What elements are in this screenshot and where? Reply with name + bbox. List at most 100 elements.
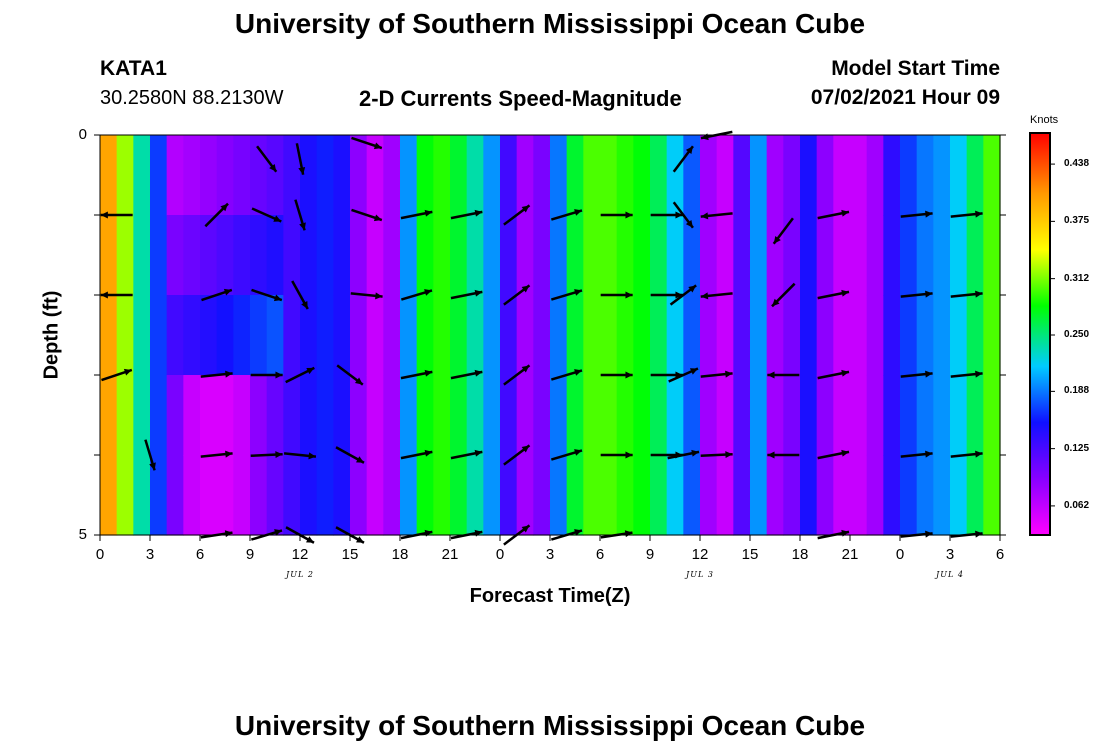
heatmap-cell	[783, 295, 801, 376]
heatmap-cell	[616, 295, 634, 376]
heatmap-cell	[283, 295, 301, 376]
heatmap-cell	[866, 215, 884, 296]
heatmap-cell	[350, 135, 368, 216]
x-tick-label: 3	[145, 546, 155, 563]
heatmap-cell	[950, 455, 968, 536]
heatmap-cell	[800, 375, 818, 456]
heatmap-cell	[883, 295, 901, 376]
heatmap-cell	[550, 375, 568, 456]
velocity-arrow	[285, 366, 315, 384]
heatmap-cell	[566, 215, 584, 296]
heatmap-cell	[250, 375, 268, 456]
velocity-arrow	[817, 449, 850, 460]
heatmap-cell	[533, 215, 551, 296]
heatmap-cell	[450, 135, 468, 216]
heatmap-cell	[683, 455, 701, 536]
y-tick-label: 0	[78, 126, 87, 143]
x-axis-label: Forecast Time(Z)	[469, 585, 631, 607]
heatmap-cell	[833, 455, 851, 536]
heatmap-cell	[633, 295, 651, 376]
velocity-arrow	[100, 211, 133, 219]
axis-ticks	[94, 134, 1055, 541]
heatmap-cell	[266, 455, 284, 536]
heatmap-cell	[416, 455, 434, 536]
heatmap-cell	[216, 295, 234, 376]
heatmap-cell	[750, 295, 768, 376]
heatmap-cell	[150, 135, 168, 216]
heatmap-cell	[600, 375, 618, 456]
model-start-value: 07/02/2021 Hour 09	[810, 86, 1000, 109]
heatmap-cell	[416, 215, 434, 296]
heatmap-cell	[716, 215, 734, 296]
heatmap-cell	[566, 135, 584, 216]
heatmap-cell	[266, 215, 284, 296]
heatmap-cell	[916, 455, 934, 536]
heatmap-cell	[850, 295, 868, 376]
heatmap-cell	[716, 295, 734, 376]
heatmap-cell	[900, 215, 918, 296]
heatmap-cell	[283, 215, 301, 296]
velocity-arrow	[700, 451, 733, 459]
heatmap-cell	[950, 375, 968, 456]
heatmap-cell	[883, 135, 901, 216]
colorbar	[1029, 132, 1051, 536]
heatmap-cell	[550, 215, 568, 296]
velocity-arrow	[101, 368, 133, 382]
heatmap-cell	[850, 135, 868, 216]
heatmap-cell	[183, 215, 201, 296]
velocity-arrow	[450, 289, 483, 300]
velocity-arrow	[450, 449, 483, 460]
heatmap-cell	[900, 295, 918, 376]
heatmap-cell	[333, 375, 351, 456]
heatmap-cell	[700, 295, 718, 376]
heatmap-cell	[983, 135, 1001, 216]
heatmap-cell	[566, 375, 584, 456]
heatmap-cell	[733, 215, 751, 296]
heatmap-cell	[983, 215, 1001, 296]
heatmap-cell	[883, 455, 901, 536]
heatmap-cell	[600, 215, 618, 296]
heatmap-cell	[350, 455, 368, 536]
velocity-arrow	[295, 143, 306, 175]
heatmap-cell	[216, 215, 234, 296]
x-tick-label: 18	[391, 546, 409, 563]
heatmap-cell	[800, 295, 818, 376]
heatmap-cell	[650, 455, 668, 536]
x-tick-label: 15	[341, 546, 359, 563]
heatmap-cell	[416, 375, 434, 456]
heatmap-cell	[466, 215, 484, 296]
x-tick-label: 12	[691, 546, 709, 563]
heatmap-cell	[216, 455, 234, 536]
heatmap-cell	[233, 375, 251, 456]
heatmap-cell	[766, 455, 784, 536]
heatmap-cell	[350, 215, 368, 296]
velocity-arrow	[351, 136, 383, 150]
heatmap-cell	[966, 215, 984, 296]
velocity-arrow	[668, 367, 699, 383]
velocity-arrow	[900, 210, 933, 218]
heatmap-cell	[233, 455, 251, 536]
heatmap-cell	[483, 135, 501, 216]
heatmap-cell	[266, 135, 284, 216]
heatmap-cell	[550, 295, 568, 376]
velocity-arrow	[350, 292, 383, 300]
heatmap-cell	[316, 455, 334, 536]
heatmap-cell	[516, 295, 534, 376]
heatmap-cell	[733, 295, 751, 376]
heatmap-cell	[766, 135, 784, 216]
heatmap-cell	[950, 295, 968, 376]
heatmap-cell	[716, 135, 734, 216]
station-id: KATA1	[100, 57, 167, 80]
heatmap-cell	[650, 135, 668, 216]
heatmap-cell	[966, 135, 984, 216]
velocity-arrow	[400, 369, 433, 380]
heatmap-cell	[316, 215, 334, 296]
velocity-arrow	[294, 199, 306, 231]
heatmap-cell	[900, 455, 918, 536]
heatmap-cell	[400, 295, 418, 376]
velocity-arrow	[204, 202, 229, 228]
heatmap-cell	[366, 455, 384, 536]
velocity-arrow	[400, 449, 433, 460]
heatmap-cell	[766, 215, 784, 296]
heatmap-cell	[983, 375, 1001, 456]
